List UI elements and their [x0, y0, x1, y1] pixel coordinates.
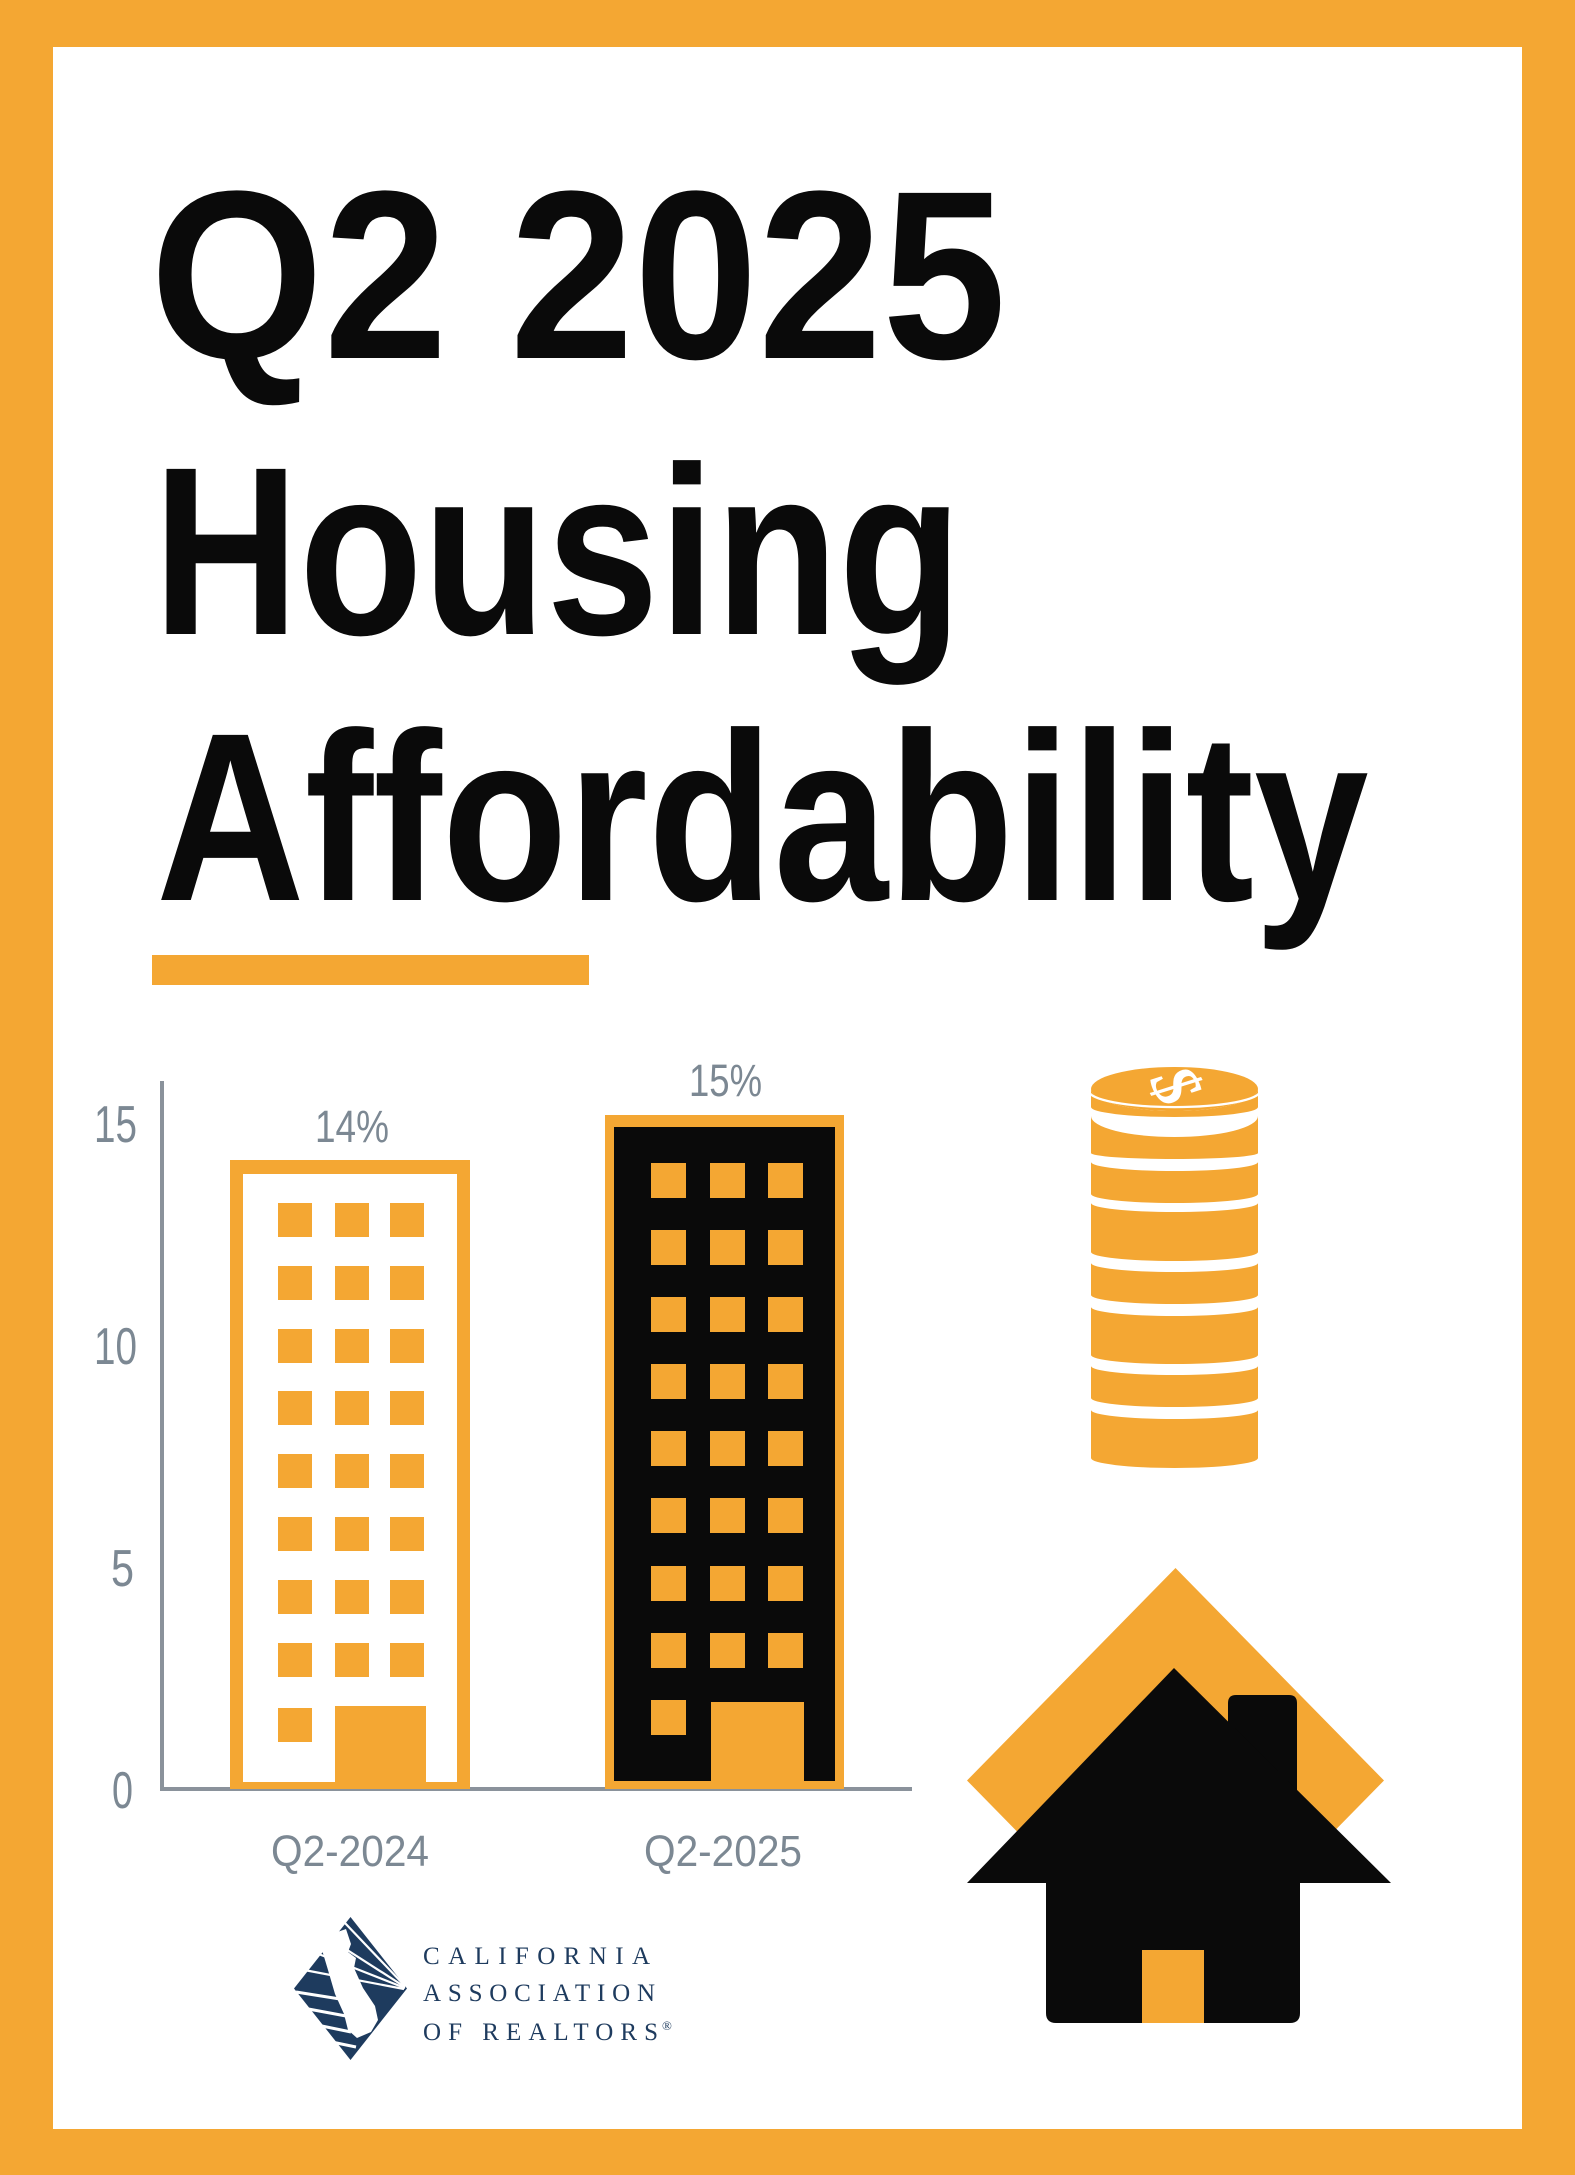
svg-text:OF REALTORS: OF REALTORS — [423, 2019, 658, 2046]
svg-text:®: ® — [662, 2018, 672, 2033]
svg-text:0: 0 — [112, 1762, 133, 1820]
svg-text:CALIFORNIA: CALIFORNIA — [423, 1943, 650, 1970]
svg-text:10: 10 — [94, 1318, 137, 1376]
svg-text:Q2-2024: Q2-2024 — [271, 1827, 429, 1876]
svg-text:ASSOCIATION: ASSOCIATION — [423, 1980, 655, 2007]
svg-text:15: 15 — [94, 1096, 137, 1154]
svg-text:14%: 14% — [315, 1101, 389, 1152]
svg-text:Q2-2025: Q2-2025 — [644, 1827, 802, 1876]
svg-text:5: 5 — [111, 1540, 134, 1598]
svg-text:15%: 15% — [689, 1055, 762, 1106]
